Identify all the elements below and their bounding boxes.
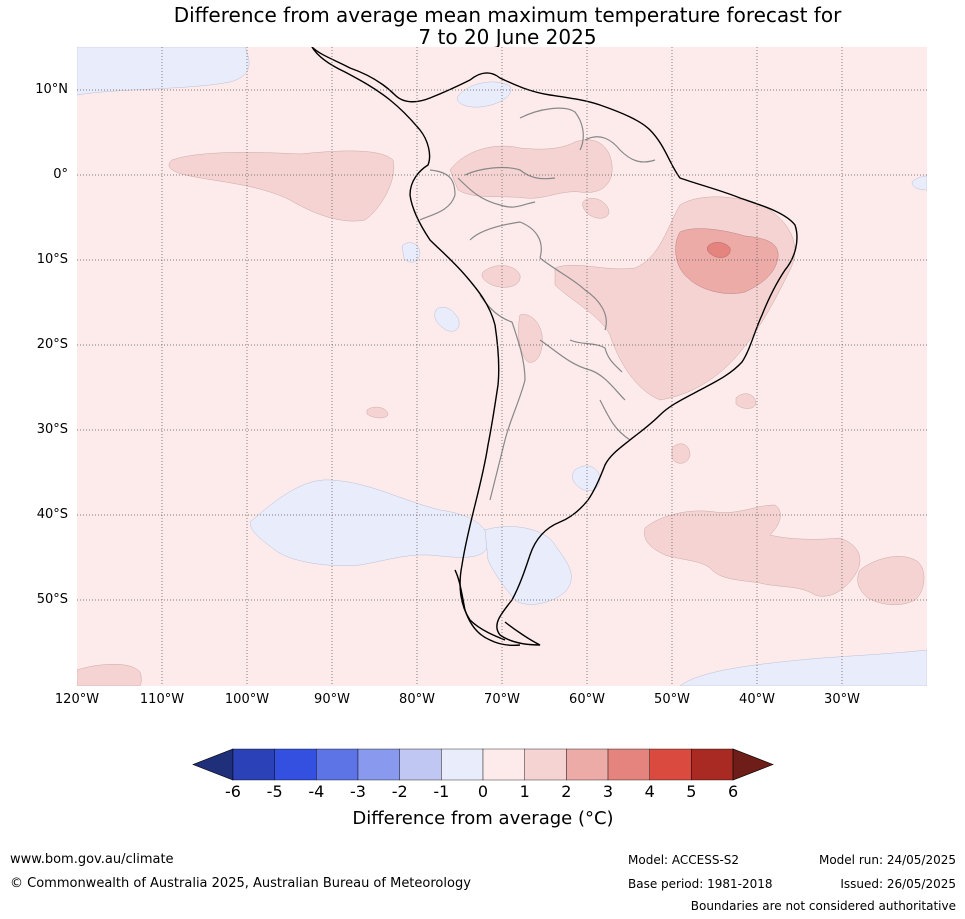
cool-anomaly-small-2 <box>401 242 421 263</box>
colorbar-segment <box>357 748 400 781</box>
footer-copyright: © Commonwealth of Australia 2025, Austra… <box>10 876 471 891</box>
map-area <box>77 47 927 686</box>
colorbar-tick-label: 2 <box>561 782 572 801</box>
warm-anomaly-small-3 <box>582 198 610 219</box>
colorbar-tick-label: 0 <box>477 782 489 801</box>
colorbar-segment <box>649 748 692 781</box>
lat-label-20s: 20°S <box>36 337 68 352</box>
warm-anomaly-south-atlantic-east <box>857 556 925 605</box>
warm-anomaly-southwest <box>77 664 142 686</box>
colorbar-segment <box>607 748 650 781</box>
colorbar-title: Difference from average (°C) <box>352 808 614 829</box>
warm-anomaly-small-2 <box>518 314 543 363</box>
colorbar-segment <box>691 748 734 781</box>
footer-base-period: Base period: 1981-2018 <box>628 877 773 891</box>
colorbar-tick-label: 4 <box>644 782 655 801</box>
lon-label-40w: 40°W <box>739 692 775 707</box>
lon-label-100w: 100°W <box>224 692 270 707</box>
colorbar-tick-label: 6 <box>727 782 739 801</box>
warm-anomaly-small-5 <box>735 393 757 409</box>
cool-anomaly-south-atlantic <box>484 526 572 605</box>
footer-issued: Issued: 26/05/2025 <box>840 877 956 891</box>
title-line-1: Difference from average mean maximum tem… <box>173 3 842 27</box>
cool-anomaly-southeast-pacific <box>249 479 489 566</box>
colorbar-tick-label: -6 <box>225 782 241 801</box>
warm-anomaly-small-4 <box>671 443 691 464</box>
lon-label-90w: 90°W <box>314 692 350 707</box>
colorbar-segment <box>399 748 442 781</box>
footer-disclaimer: Boundaries are not considered authoritat… <box>690 899 956 913</box>
colorbar-tick-label: -4 <box>308 782 325 801</box>
cool-anomaly-small-1 <box>434 307 460 332</box>
warm-anomaly-north <box>449 139 613 199</box>
colorbar-segment <box>274 748 317 781</box>
footer-model-run: Model run: 24/05/2025 <box>818 853 956 867</box>
colorbar-segment <box>316 748 359 781</box>
colorbar-tick-label: 3 <box>602 782 614 801</box>
cool-anomaly-northwest <box>77 47 250 96</box>
lat-label-10s: 10°S <box>36 252 68 267</box>
footer-model: Model: ACCESS-S2 <box>628 853 740 867</box>
warm-anomaly-small-6 <box>366 406 389 419</box>
lon-label-30w: 30°W <box>824 692 860 707</box>
colorbar-tick-label: 1 <box>519 782 530 801</box>
warm-anomaly-pacific <box>168 150 395 222</box>
colorbar-segment <box>566 748 609 781</box>
title-line-2: 7 to 20 June 2025 <box>418 25 597 49</box>
footer-website: www.bom.gov.au/climate <box>10 852 174 867</box>
chart-title: Difference from average mean maximum tem… <box>0 4 965 48</box>
coastlines <box>311 47 798 647</box>
colorbar <box>192 748 774 781</box>
colorbar-tick-label: 5 <box>686 782 697 801</box>
colorbar-extend-low <box>192 748 234 781</box>
warm-anomaly-2-to-3 <box>675 228 779 294</box>
colorbar-segment <box>482 748 525 781</box>
graticule <box>77 47 927 686</box>
lon-label-120w: 120°W <box>54 692 100 707</box>
lon-label-60w: 60°W <box>569 692 605 707</box>
warm-anomaly-small-1 <box>481 265 521 288</box>
colorbar-segment <box>232 748 275 781</box>
lat-label-30s: 30°S <box>36 422 68 437</box>
colorbar-tick-label: -3 <box>350 782 366 801</box>
lat-label-40s: 40°S <box>36 507 68 522</box>
colorbar-segment <box>441 748 484 781</box>
lat-label-10n: 10°N <box>35 82 68 97</box>
lat-label-50s: 50°S <box>36 592 68 607</box>
colorbar-tick-label: -1 <box>433 782 450 801</box>
lon-label-50w: 50°W <box>654 692 690 707</box>
cool-anomaly-caribbean <box>457 81 512 108</box>
colorbar-tick-label: -5 <box>266 782 283 801</box>
lon-label-70w: 70°W <box>484 692 520 707</box>
colorbar-segment <box>524 748 567 781</box>
lat-label-0: 0° <box>53 167 68 182</box>
lon-label-80w: 80°W <box>399 692 435 707</box>
lon-label-110w: 110°W <box>139 692 185 707</box>
warm-anomaly-south-atlantic <box>644 504 861 597</box>
cool-anomaly-south <box>679 649 927 686</box>
warm-anomaly-3-to-4 <box>707 242 731 258</box>
colorbar-tick-label: -2 <box>391 782 408 801</box>
cool-anomaly-small-4 <box>911 175 927 191</box>
colorbar-extend-high <box>732 748 774 781</box>
